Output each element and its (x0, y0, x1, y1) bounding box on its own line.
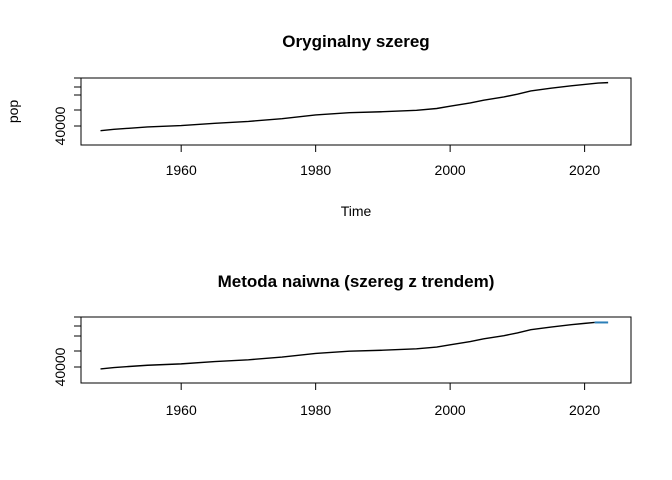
x-tick-label: 1980 (300, 402, 331, 418)
x-tick-label: 2000 (435, 402, 466, 418)
chart-title: Oryginalny szereg (282, 32, 429, 51)
x-axis: 1960 1980 2000 2020 (166, 383, 600, 418)
chart-title: Metoda naiwna (szereg z trendem) (218, 272, 495, 291)
x-tick-label: 1980 (300, 162, 331, 178)
x-tick-label: 2020 (569, 162, 600, 178)
x-axis-label: Time (341, 203, 372, 219)
series-group (100, 321, 609, 370)
panel-original-series: Oryginalny szereg 1960 1980 2000 2020 40000… (5, 32, 632, 219)
x-tick-label: 1960 (166, 402, 197, 418)
y-axis-label: pop (5, 100, 21, 124)
y-tick-label: 40000 (52, 347, 68, 386)
series-line (100, 81, 609, 132)
x-axis: 1960 1980 2000 2020 (166, 145, 600, 178)
plot-frame (80, 77, 632, 146)
x-tick-label: 2000 (435, 162, 466, 178)
series-group (100, 81, 609, 132)
series-line (100, 321, 595, 370)
x-tick-label: 2020 (569, 402, 600, 418)
y-axis: 40000 (52, 77, 81, 145)
x-tick-label: 1960 (166, 162, 197, 178)
y-tick-label: 40000 (52, 106, 68, 145)
y-axis: 40000 (52, 316, 81, 386)
panel-naive-method: Metoda naiwna (szereg z trendem) 1960 198… (52, 272, 632, 418)
plot-frame (80, 316, 632, 384)
